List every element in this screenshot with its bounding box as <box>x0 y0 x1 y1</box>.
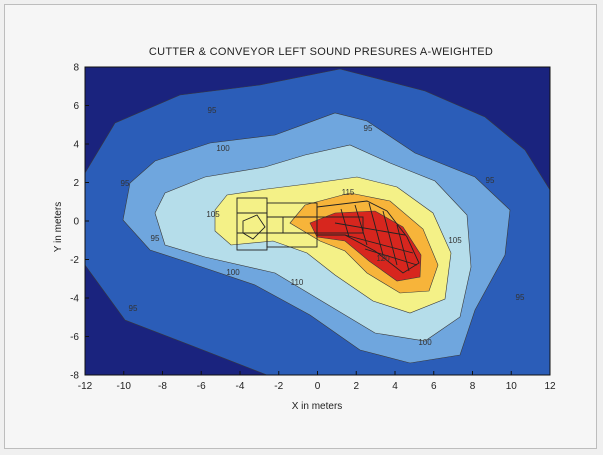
contour-level-label: 95 <box>516 293 525 302</box>
x-tick-label: 4 <box>392 381 398 392</box>
contour-level-label: 100 <box>418 338 432 347</box>
x-axis-label: X in meters <box>292 401 343 412</box>
x-tick-label: 6 <box>431 381 437 392</box>
y-tick-label: -2 <box>70 255 79 266</box>
contour-level-label: 95 <box>486 176 495 185</box>
x-axis-ticks: -12 -10 -8 -6 -4 -2 0 2 4 6 8 10 12 <box>78 371 556 392</box>
y-tick-label: 2 <box>73 178 79 189</box>
contour-level-label: 105 <box>206 210 220 219</box>
y-tick-label: 6 <box>73 101 79 112</box>
y-tick-label: -8 <box>70 371 79 382</box>
y-tick-label: -4 <box>70 294 79 305</box>
x-tick-label: -10 <box>117 381 132 392</box>
contour-level-label: 95 <box>208 106 217 115</box>
contour-level-label: 95 <box>121 179 130 188</box>
y-axis-ticks: 8 6 4 2 0 -2 -4 -6 -8 <box>70 63 89 382</box>
y-tick-label: 4 <box>73 140 79 151</box>
x-tick-label: 0 <box>315 381 321 392</box>
y-axis-label: Y in meters <box>53 202 64 252</box>
contour-level-label: 95 <box>364 124 373 133</box>
x-tick-label: -8 <box>158 381 167 392</box>
y-tick-label: 8 <box>73 63 79 74</box>
x-tick-label: -6 <box>197 381 206 392</box>
x-tick-label: -12 <box>78 381 93 392</box>
y-tick-label: 0 <box>73 217 79 228</box>
contour-level-label: 105 <box>448 236 462 245</box>
contour-labels: 95 95 95 95 95 95 95 100 100 100 105 105 110 115 120 <box>121 106 525 347</box>
figure-window: CUTTER & CONVEYOR LEFT SOUND PRESURES A-… <box>4 4 597 449</box>
contour-level-label: 110 <box>291 278 304 287</box>
contour-level-label: 115 <box>342 188 355 197</box>
x-tick-label: 10 <box>506 381 518 392</box>
x-tick-label: 8 <box>470 381 476 392</box>
chart-title: CUTTER & CONVEYOR LEFT SOUND PRESURES A-… <box>149 46 493 58</box>
x-tick-label: -4 <box>236 381 245 392</box>
x-tick-label: -2 <box>274 381 283 392</box>
plot-area: 95 95 95 95 95 95 95 100 100 100 105 105 110 115 120 <box>84 66 551 376</box>
contour-level-label: 95 <box>129 304 138 313</box>
contour-level-label: 95 <box>151 234 160 243</box>
contour-level-label: 100 <box>226 268 240 277</box>
contour-chart: CUTTER & CONVEYOR LEFT SOUND PRESURES A-… <box>53 46 556 412</box>
y-tick-label: -6 <box>70 332 79 343</box>
x-tick-label: 12 <box>544 381 556 392</box>
contour-level-label: 120 <box>376 254 390 263</box>
contour-level-label: 100 <box>216 144 230 153</box>
x-tick-label: 2 <box>353 381 359 392</box>
machine-outline <box>236 197 420 274</box>
